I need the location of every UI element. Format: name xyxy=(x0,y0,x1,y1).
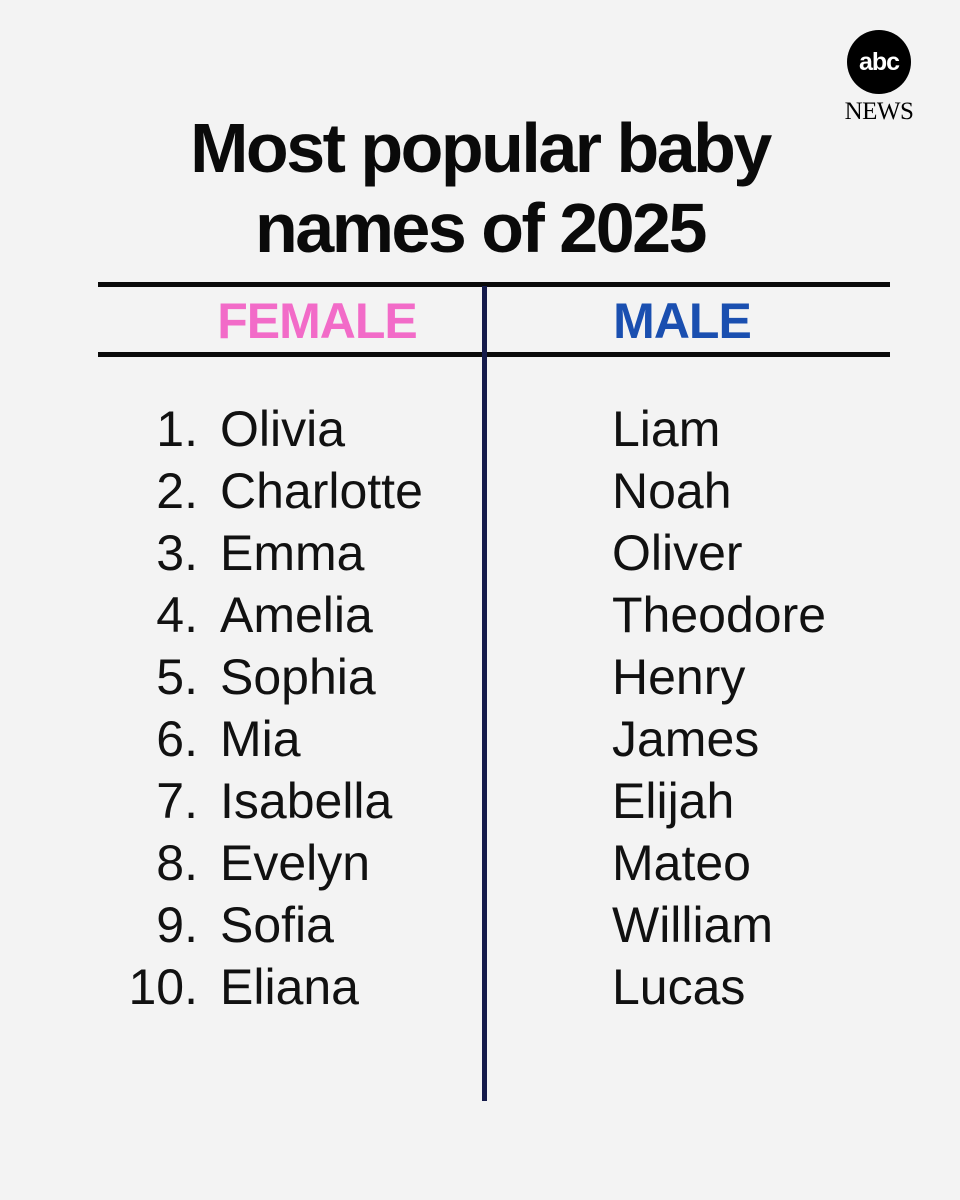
female-names-list: 1. Olivia 2. Charlotte 3. Emma 4. Amelia 5. S… xyxy=(110,398,480,1018)
header-bottom-rule xyxy=(98,352,890,357)
male-name: Mateo xyxy=(612,835,751,891)
header-top-rule xyxy=(98,282,890,287)
list-item: 2. Charlotte xyxy=(110,460,480,522)
female-name: Amelia xyxy=(220,587,373,643)
rank-number: 6. xyxy=(156,711,198,767)
list-item: 10. Eliana xyxy=(110,956,480,1018)
male-column-header: MALE xyxy=(613,293,752,349)
column-divider xyxy=(482,286,487,1101)
rank-number: 7. xyxy=(156,773,198,829)
male-name: Elijah xyxy=(612,773,735,829)
female-name: Mia xyxy=(220,711,301,767)
female-name: Evelyn xyxy=(220,835,371,891)
list-item: 3. Emma xyxy=(110,522,480,584)
female-name: Isabella xyxy=(220,773,393,829)
title-line-2: names of 2025 xyxy=(255,189,707,267)
list-item: 6. Mia xyxy=(110,708,480,770)
list-item: 4. Amelia xyxy=(110,584,480,646)
rank-number: 8. xyxy=(156,835,198,891)
news-wordmark: NEWS xyxy=(844,98,914,125)
rank-number: 9. xyxy=(156,897,198,953)
female-name: Eliana xyxy=(220,959,359,1015)
female-name: Sophia xyxy=(220,649,376,705)
male-name: James xyxy=(612,711,760,767)
list-item: 5. Sophia xyxy=(110,646,480,708)
male-name: Liam xyxy=(612,401,721,457)
rank-number: 3. xyxy=(156,525,198,581)
female-name: Charlotte xyxy=(220,463,423,519)
female-column-header: FEMALE xyxy=(217,293,418,349)
male-name: Theodore xyxy=(612,587,827,643)
list-item: 1. Olivia xyxy=(110,398,480,460)
list-item: 9. Sofia xyxy=(110,894,480,956)
rank-number: 10. xyxy=(128,959,198,1015)
female-name: Sofia xyxy=(220,897,334,953)
male-names-list: Liam Noah Oliver Theodore Henry James El… xyxy=(612,398,942,1018)
male-name: William xyxy=(612,897,774,953)
title-line-1: Most popular baby xyxy=(190,109,772,187)
female-name: Olivia xyxy=(220,401,346,457)
page-title: Most popular baby names of 2025 xyxy=(60,108,900,268)
rank-number: 1. xyxy=(156,401,198,457)
list-item: 8. Evelyn xyxy=(110,832,480,894)
female-name: Emma xyxy=(220,525,365,581)
male-name: Noah xyxy=(612,463,732,519)
abc-logo-mark: abc xyxy=(847,30,911,94)
rank-number: 5. xyxy=(156,649,198,705)
male-name: Henry xyxy=(612,649,746,705)
abc-news-logo: abc NEWS xyxy=(836,30,922,126)
list-item: 7. Isabella xyxy=(110,770,480,832)
rank-number: 4. xyxy=(156,587,198,643)
rank-number: 2. xyxy=(156,463,198,519)
male-name: Oliver xyxy=(612,525,743,581)
male-name: Lucas xyxy=(612,959,746,1015)
